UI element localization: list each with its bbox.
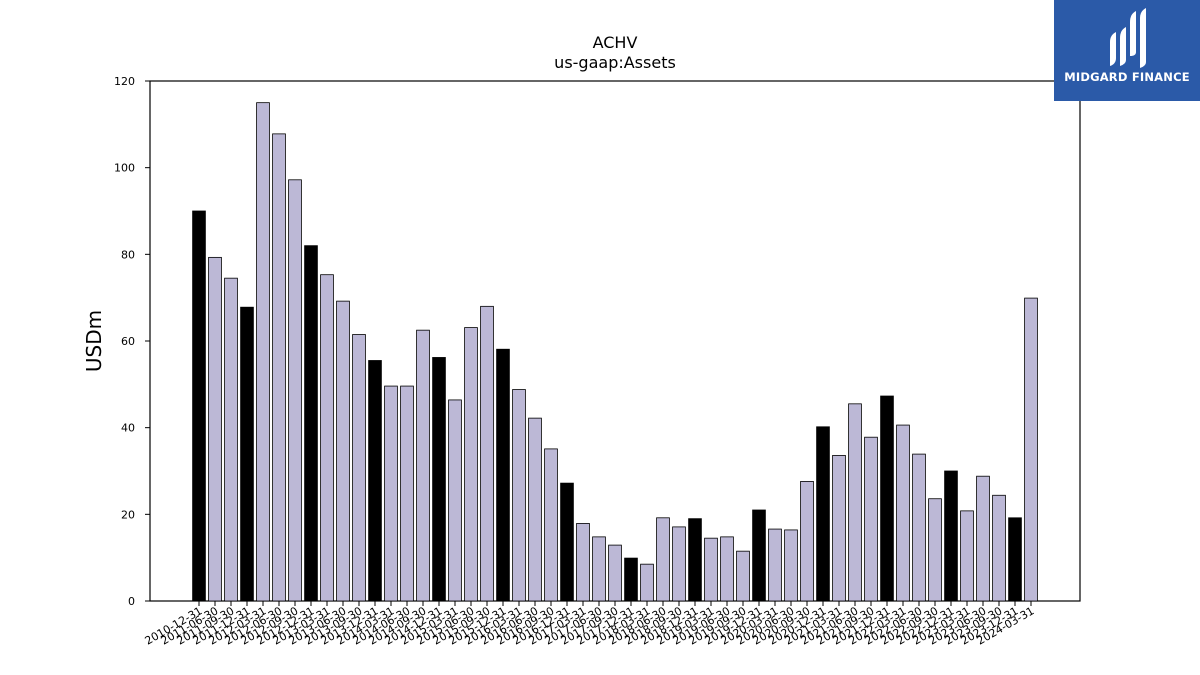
bar-2014-06-30 [400, 385, 414, 602]
bar-2018-12-31 [688, 518, 702, 602]
bar-2012-09-30 [288, 179, 302, 602]
bar-2022-03-31 [896, 424, 910, 602]
bar-2011-09-30 [224, 277, 238, 602]
y-tick-label: 20 [121, 508, 135, 521]
bar-2016-06-30 [528, 417, 542, 602]
bar-2021-12-31 [880, 395, 894, 602]
bar-2013-09-30 [352, 334, 366, 602]
bar-2016-12-31 [560, 482, 574, 602]
brand-logo: MIDGARD FINANCE [1054, 0, 1200, 101]
midgard-logo-icon [1110, 8, 1146, 68]
y-tick-label: 40 [121, 422, 135, 435]
bar-2021-03-31 [832, 454, 846, 602]
bar-2022-06-30 [912, 453, 926, 602]
chart-title: ACHV [593, 33, 638, 52]
bar-2017-09-30 [608, 544, 622, 602]
bar-2018-06-30 [656, 517, 670, 602]
brand-logo-text: MIDGARD FINANCE [1064, 70, 1190, 84]
bar-2014-09-30 [416, 329, 430, 602]
bar-2021-09-30 [864, 436, 878, 602]
bar-2018-09-30 [672, 526, 686, 602]
bar-2017-06-30 [592, 536, 606, 602]
y-axis-label: USDm [82, 310, 106, 372]
bar-2022-12-31 [944, 470, 958, 602]
bar-2024-03-31 [1024, 297, 1038, 602]
bar-2023-03-31 [960, 510, 974, 602]
bar-2020-12-31 [816, 426, 830, 602]
bar-2021-06-30 [848, 403, 862, 602]
bar-2020-03-31 [768, 528, 782, 602]
bar-2012-06-30 [272, 133, 286, 602]
bar-2015-09-30 [480, 305, 494, 602]
bars-group [192, 102, 1038, 602]
bar-2013-06-30 [336, 300, 350, 602]
bar-2015-06-30 [464, 327, 478, 602]
bar-2015-03-31 [448, 399, 462, 602]
bar-2010-12-31 [192, 210, 206, 602]
bar-2011-06-30 [208, 256, 222, 602]
bar-2019-03-31 [704, 537, 718, 602]
y-tick-label: 0 [128, 595, 135, 608]
bar-2019-06-30 [720, 536, 734, 602]
bar-2017-12-31 [624, 557, 638, 602]
bar-2013-12-31 [368, 360, 382, 602]
y-ticks-group: 0 20 40 60 80 100 120 [114, 75, 150, 608]
y-tick-label: 120 [114, 75, 135, 88]
bar-2016-09-30 [544, 448, 558, 602]
bar-2023-09-30 [992, 494, 1006, 602]
y-tick-label: 60 [121, 335, 135, 348]
bar-2019-12-31 [752, 509, 766, 602]
bar-2020-06-30 [784, 529, 798, 602]
bar-2020-09-30 [800, 480, 814, 602]
bar-2019-09-30 [736, 550, 750, 602]
bar-2023-12-31 [1008, 517, 1022, 602]
x-ticks-group: 2010-12-312011-06-302011-09-302011-12-31… [143, 601, 1037, 648]
bar-2022-09-30 [928, 498, 942, 602]
y-tick-label: 100 [114, 162, 135, 175]
bar-2014-12-31 [432, 357, 446, 602]
bar-2012-03-31 [256, 102, 270, 602]
bar-2012-12-31 [304, 245, 318, 602]
chart-subtitle: us-gaap:Assets [554, 53, 676, 72]
bar-2011-12-31 [240, 306, 254, 602]
bar-2013-03-31 [320, 274, 334, 602]
bar-2014-03-31 [384, 385, 398, 602]
bar-2016-03-31 [512, 389, 526, 602]
y-tick-label: 80 [121, 248, 135, 261]
bar-2023-06-30 [976, 475, 990, 602]
bar-2015-12-31 [496, 348, 510, 602]
bar-2017-03-31 [576, 523, 590, 602]
bar-2018-03-31 [640, 563, 654, 602]
